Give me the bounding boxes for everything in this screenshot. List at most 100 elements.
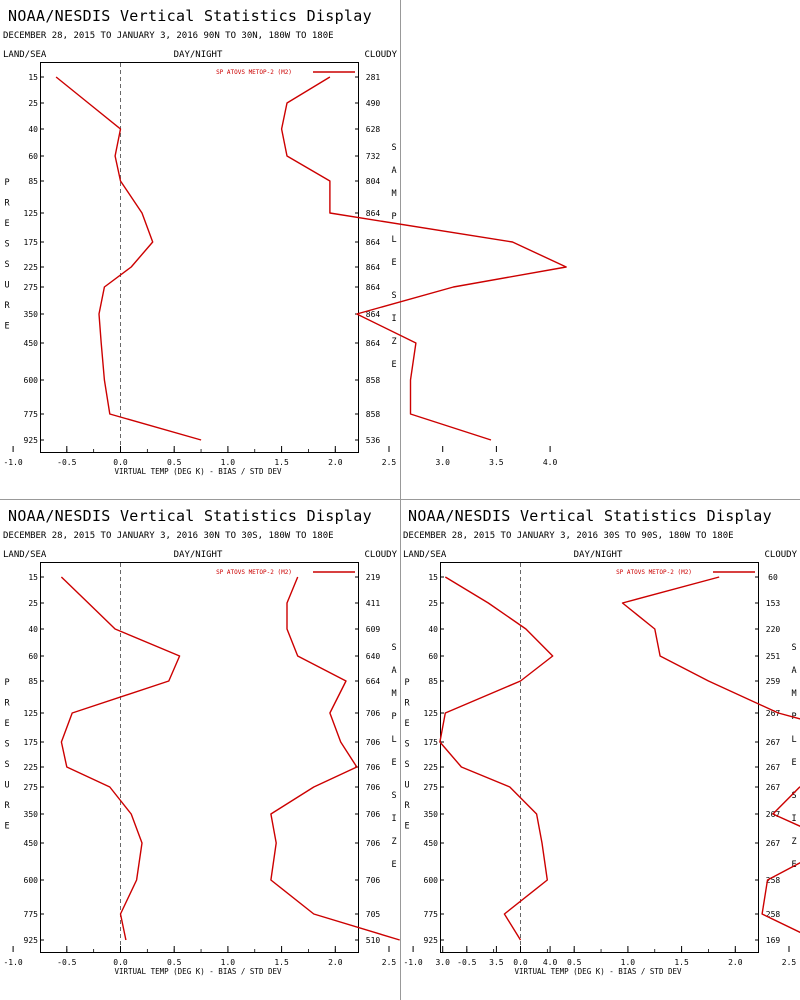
x-tick-label: 3.5 [489, 958, 504, 967]
sample-size-label: 858 [366, 410, 381, 419]
x-tick-label: -1.0 [3, 458, 22, 467]
pressure-axis-letter: S [4, 240, 9, 250]
pressure-axis-letter: E [4, 719, 9, 729]
pressure-level-label: 450 [424, 839, 439, 848]
x-axis-label: VIRTUAL TEMP (DEG K) - BIAS / STD DEV [514, 967, 682, 976]
pressure-axis-letter: R [4, 699, 10, 709]
x-tick-label: 4.0 [543, 958, 558, 967]
legend-label: SP ATOVS METOP-2 (M2) [616, 569, 692, 576]
pressure-level-label: 125 [24, 209, 39, 218]
sample-size-label: 706 [366, 839, 381, 848]
x-tick-label: 1.0 [621, 958, 636, 967]
sample-size-label: 706 [366, 709, 381, 718]
sample-size-axis-letter: L [391, 235, 396, 245]
pressure-level-label: 450 [24, 339, 39, 348]
bias-line [439, 576, 554, 941]
legend-label: SP ATOVS METOP-2 (M2) [216, 69, 292, 76]
panel-title: NOAA/NESDIS Vertical Statistics Display [8, 7, 372, 25]
x-tick-label: 2.0 [728, 958, 743, 967]
header-land-sea: LAND/SEA [3, 550, 47, 560]
pressure-axis-letter: P [4, 178, 9, 188]
header-land-sea: LAND/SEA [3, 50, 47, 60]
header-day-night: DAY/NIGHT [174, 50, 223, 60]
x-tick-label: -1.0 [3, 958, 22, 967]
pressure-axis-letter: U [4, 781, 9, 791]
pressure-axis-letter: R [4, 301, 10, 311]
sample-size-label: 706 [366, 738, 381, 747]
sample-size-axis-letter: S [791, 791, 796, 801]
pressure-axis-letter: S [404, 740, 409, 750]
sample-size-axis-letter: L [791, 735, 796, 745]
sample-size-axis-letter: M [391, 189, 396, 199]
pressure-level-label: 175 [424, 738, 439, 747]
sample-size-label: 706 [366, 810, 381, 819]
sample-size-axis-letter: S [391, 291, 396, 301]
x-tick-label: 0.0 [113, 958, 128, 967]
x-tick-label: -1.0 [403, 958, 422, 967]
pressure-level-label: 925 [24, 436, 39, 445]
sample-size-label: 864 [366, 339, 381, 348]
pressure-axis-letter: R [404, 801, 410, 811]
std-dev-line [270, 576, 400, 941]
header-cloudy: CLOUDY [364, 550, 397, 560]
pressure-level-label: 600 [24, 376, 39, 385]
sample-size-label: 864 [366, 263, 381, 272]
sample-size-label: 864 [366, 209, 381, 218]
header-cloudy: CLOUDY [764, 550, 797, 560]
std-dev-line [621, 576, 800, 934]
pressure-level-label: 600 [24, 876, 39, 885]
sample-size-axis-letter: S [391, 143, 396, 153]
std-dev-line [280, 76, 567, 441]
sample-size-label: 153 [766, 599, 781, 608]
sample-size-axis-letter: Z [391, 337, 396, 347]
pressure-level-label: 350 [24, 310, 39, 319]
pressure-level-label: 15 [28, 573, 38, 582]
sample-size-axis-letter: E [391, 258, 396, 268]
pressure-level-label: 350 [24, 810, 39, 819]
plot-frame [40, 62, 359, 453]
bias-line [60, 576, 181, 941]
x-tick-label: 2.0 [328, 958, 343, 967]
sample-size-axis-letter: M [791, 689, 796, 699]
header-land-sea: LAND/SEA [403, 550, 447, 560]
plot-frame [440, 562, 759, 953]
sample-size-axis-letter: I [391, 814, 396, 824]
pressure-level-label: 25 [28, 599, 38, 608]
x-tick-label: 4.0 [543, 458, 558, 467]
pressure-level-label: 275 [24, 283, 39, 292]
pressure-level-label: 225 [24, 763, 39, 772]
sample-size-label: 706 [366, 783, 381, 792]
sample-size-label: 220 [766, 625, 781, 634]
pressure-level-label: 25 [28, 99, 38, 108]
header-day-night: DAY/NIGHT [574, 550, 623, 560]
sample-size-axis-letter: L [391, 735, 396, 745]
pressure-level-label: 125 [424, 709, 439, 718]
pressure-level-label: 40 [428, 625, 438, 634]
pressure-level-label: 225 [424, 763, 439, 772]
x-tick-label: 1.5 [274, 458, 289, 467]
sample-size-axis-letter: E [791, 860, 796, 870]
sample-size-label: 267 [766, 763, 781, 772]
pressure-level-label: 85 [28, 677, 38, 686]
x-tick-label: 2.5 [382, 458, 397, 467]
sample-size-label: 640 [366, 652, 381, 661]
x-tick-label: 3.0 [435, 458, 450, 467]
sample-size-label: 664 [366, 677, 381, 686]
x-tick-label: 0.5 [567, 958, 582, 967]
sample-size-label: 490 [366, 99, 381, 108]
sample-size-axis-letter: A [391, 166, 396, 176]
sample-size-axis-letter: A [391, 666, 396, 676]
pressure-level-label: 40 [28, 625, 38, 634]
x-tick-label: 0.0 [513, 958, 528, 967]
sample-size-label: 804 [366, 177, 381, 186]
pressure-level-label: 60 [28, 652, 38, 661]
pressure-axis-letter: S [404, 760, 409, 770]
pressure-axis-letter: U [4, 281, 9, 291]
pressure-axis-letter: E [404, 822, 409, 832]
x-tick-label: -0.5 [457, 958, 476, 967]
sample-size-label: 60 [768, 573, 778, 582]
pressure-axis-letter: E [4, 219, 9, 229]
pressure-level-label: 60 [428, 652, 438, 661]
sample-size-axis-letter: P [391, 712, 396, 722]
